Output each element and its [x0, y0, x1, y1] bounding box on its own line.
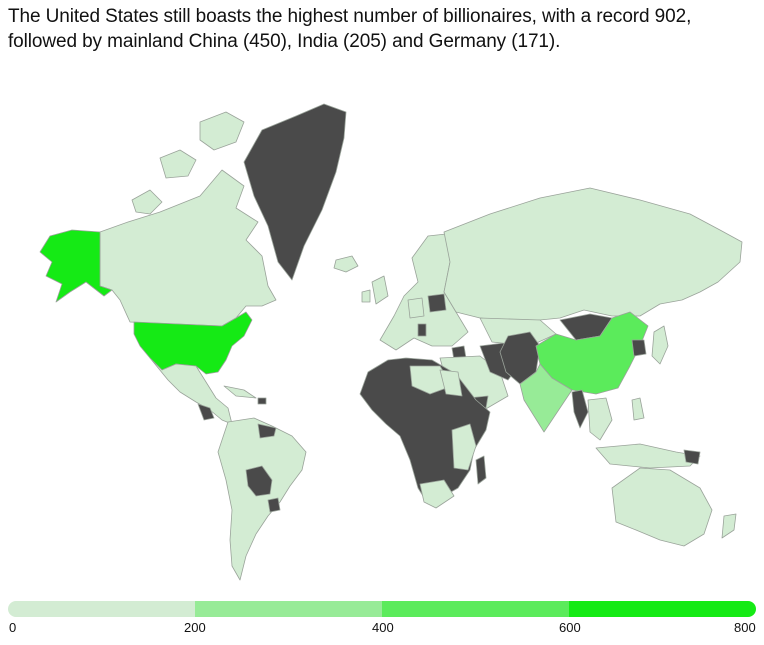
country-usa-alaska[interactable]: [39, 229, 113, 303]
country-se-asia[interactable]: [587, 397, 613, 441]
country-serbia[interactable]: [417, 323, 427, 337]
country-guatemala[interactable]: [197, 403, 215, 421]
country-indonesia[interactable]: [595, 443, 701, 469]
country-greenland[interactable]: [243, 103, 347, 281]
legend-tick-0: 0: [9, 620, 17, 635]
country-mexico[interactable]: [149, 357, 233, 425]
map-title: The United States still boasts the highe…: [8, 4, 758, 54]
country-venezuela[interactable]: [257, 423, 277, 439]
legend-bin-0-200: [8, 601, 195, 617]
country-kazakhstan[interactable]: [479, 317, 557, 347]
legend-tick-200: 200: [184, 620, 206, 635]
country-canada-islands[interactable]: [131, 111, 245, 215]
legend-tick-600: 600: [559, 620, 581, 635]
country-south-america[interactable]: [217, 417, 307, 581]
legend-bin-400-600: [382, 601, 569, 617]
country-egypt[interactable]: [439, 369, 463, 397]
country-russia[interactable]: [443, 187, 743, 323]
country-india[interactable]: [519, 363, 573, 433]
country-usa[interactable]: [133, 311, 253, 375]
country-germany[interactable]: [407, 297, 425, 319]
country-new-zealand[interactable]: [721, 513, 737, 539]
legend-bin-200-400: [195, 601, 382, 617]
legend-bin-600-800: [569, 601, 756, 617]
world-map: [39, 103, 743, 581]
country-iceland[interactable]: [333, 255, 359, 273]
country-uk[interactable]: [371, 275, 389, 305]
legend-color-scale: [8, 601, 756, 617]
country-myanmar[interactable]: [571, 389, 589, 429]
country-paraguay[interactable]: [267, 497, 281, 513]
country-australia[interactable]: [611, 467, 713, 547]
country-philippines[interactable]: [631, 397, 645, 421]
title-line-2: followed by mainland China (450), India …: [8, 31, 561, 52]
country-north-korea[interactable]: [631, 339, 647, 357]
country-canada[interactable]: [99, 169, 277, 327]
country-haiti[interactable]: [257, 397, 267, 405]
country-belarus[interactable]: [427, 293, 447, 313]
country-japan[interactable]: [651, 325, 669, 365]
country-madagascar[interactable]: [475, 455, 487, 485]
country-south-africa[interactable]: [419, 479, 455, 509]
title-line-1: The United States still boasts the highe…: [8, 6, 692, 27]
country-east-africa[interactable]: [451, 423, 477, 471]
country-cuba[interactable]: [223, 385, 257, 399]
legend-tick-400: 400: [372, 620, 394, 635]
country-ireland[interactable]: [361, 289, 371, 303]
legend-tick-labels: 0 200 400 600 800: [0, 620, 764, 640]
legend-tick-800: 800: [734, 620, 756, 635]
country-png[interactable]: [683, 449, 701, 465]
country-bolivia[interactable]: [245, 465, 273, 497]
